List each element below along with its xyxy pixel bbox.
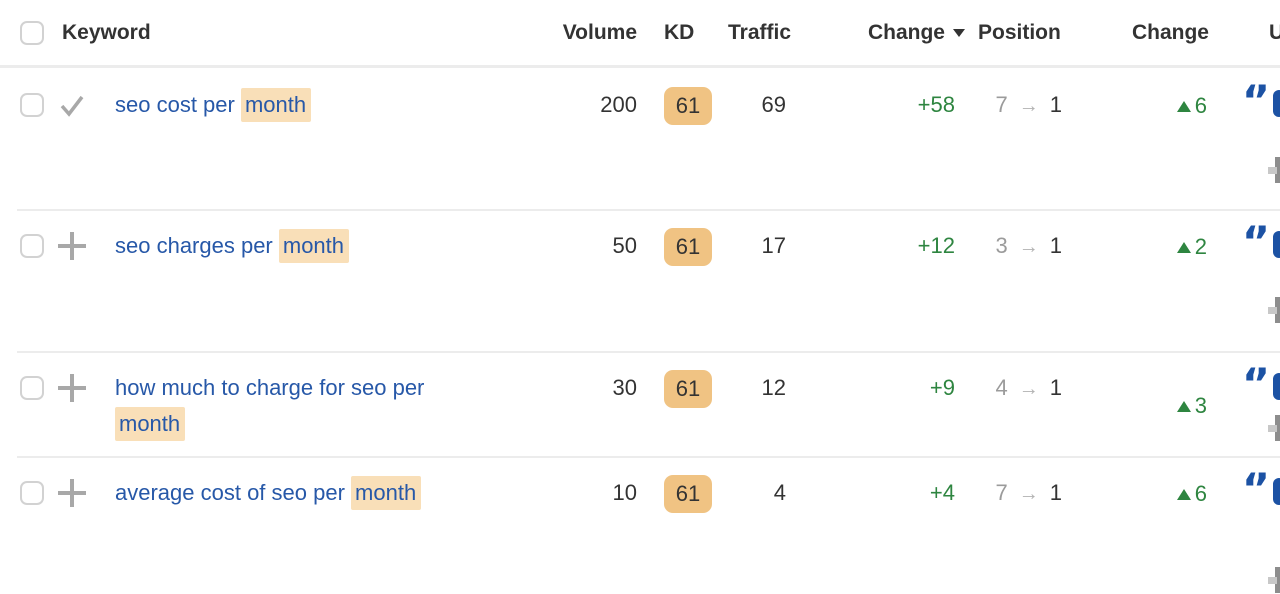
position-change-cell: 3	[1085, 370, 1210, 442]
position-cell: 7 → 1	[970, 475, 1085, 513]
table-row: how much to charge for seo per month 30 …	[0, 351, 1280, 456]
table-row: seo cost per month 200 61 69 +58 7 → 1 6…	[0, 68, 1280, 209]
quote-icon[interactable]: ‘’	[1242, 464, 1270, 513]
quote-icon[interactable]: ‘’	[1242, 359, 1270, 408]
traffic-change-value: +12	[917, 233, 955, 258]
header-checkbox-cell	[20, 18, 44, 65]
keyword-highlight: month	[278, 229, 350, 263]
row-checkbox[interactable]	[20, 376, 44, 400]
column-header-volume[interactable]: Volume	[562, 21, 637, 44]
add-plus-icon[interactable]	[58, 479, 86, 507]
added-check-icon[interactable]	[57, 91, 87, 125]
keyword-link[interactable]: seo cost per month	[115, 88, 312, 122]
keyword-link[interactable]: how much to charge for seo per month	[115, 375, 424, 441]
position-cell: 3 → 1	[970, 228, 1085, 266]
traffic-value: 69	[761, 92, 786, 117]
position-to: 1	[1049, 480, 1062, 505]
position-from: 7	[995, 480, 1008, 505]
table-header: Keyword Volume KD Traffic Change Positio…	[0, 0, 1280, 68]
position-arrow-icon: →	[1018, 483, 1039, 505]
serp-button-partial-icon[interactable]	[1273, 90, 1280, 117]
volume-value: 50	[612, 233, 637, 258]
keyword-highlight: month	[115, 407, 186, 441]
select-all-checkbox[interactable]	[20, 21, 44, 45]
position-to: 1	[1049, 233, 1062, 258]
position-to: 1	[1049, 375, 1062, 400]
keyword-highlight: month	[240, 88, 312, 122]
keyword-link[interactable]: seo charges per month	[115, 229, 350, 263]
position-change-value: 6	[1194, 481, 1207, 506]
column-header-position[interactable]: Position	[978, 21, 1061, 44]
position-cell: 4 → 1	[970, 370, 1085, 442]
table-row: average cost of seo per month 10 61 4 +4…	[0, 456, 1280, 594]
serp-button-partial-icon[interactable]	[1273, 478, 1280, 505]
add-plus-icon[interactable]	[58, 374, 86, 402]
position-change-cell: 6	[1085, 87, 1210, 125]
rank-up-icon	[1176, 400, 1191, 412]
position-change-cell: 6	[1085, 475, 1210, 513]
traffic-value: 17	[761, 233, 786, 258]
traffic-change-value: +4	[929, 480, 955, 505]
column-header-keyword[interactable]: Keyword	[62, 21, 151, 44]
position-from: 7	[995, 92, 1008, 117]
position-arrow-icon: →	[1018, 378, 1039, 400]
rank-up-icon	[1176, 241, 1191, 253]
row-checkbox[interactable]	[20, 481, 44, 505]
serp-feature-partial-icon[interactable]	[1268, 157, 1280, 183]
keyword-text: how much to charge for seo per	[115, 375, 425, 400]
row-checkbox[interactable]	[20, 93, 44, 117]
column-header-change-position[interactable]: Change	[1131, 21, 1209, 44]
table-row: seo charges per month 50 61 17 +12 3 → 1…	[0, 209, 1280, 351]
volume-value: 200	[600, 92, 637, 117]
serp-button-partial-icon[interactable]	[1273, 373, 1280, 400]
volume-value: 30	[612, 375, 637, 400]
traffic-value: 4	[773, 480, 786, 505]
column-header-change-traffic[interactable]: Change	[790, 18, 970, 65]
position-cell: 7 → 1	[970, 87, 1085, 125]
rank-up-icon	[1176, 488, 1191, 500]
volume-value: 10	[612, 480, 637, 505]
position-change-value: 3	[1194, 393, 1207, 418]
traffic-value: 12	[761, 375, 786, 400]
position-from: 4	[995, 375, 1008, 400]
traffic-change-value: +9	[929, 375, 955, 400]
keyword-text: seo charges per	[115, 233, 279, 258]
add-plus-icon[interactable]	[58, 232, 86, 260]
rank-up-icon	[1176, 100, 1191, 112]
sort-desc-icon	[953, 29, 965, 37]
column-header-traffic[interactable]: Traffic	[728, 21, 792, 44]
position-from: 3	[995, 233, 1008, 258]
position-change-cell: 2	[1085, 228, 1210, 266]
row-checkbox[interactable]	[20, 234, 44, 258]
traffic-change-value: +58	[917, 92, 955, 117]
kd-badge: 61	[664, 87, 712, 125]
keyword-text: seo cost per	[115, 92, 241, 117]
column-header-kd[interactable]: KD	[664, 21, 695, 44]
keyword-highlight: month	[351, 476, 422, 510]
serp-feature-partial-icon[interactable]	[1268, 415, 1280, 441]
position-change-value: 6	[1194, 93, 1207, 118]
kd-badge: 61	[664, 475, 712, 513]
quote-icon[interactable]: ‘’	[1242, 76, 1270, 125]
keyword-text: average cost of seo per	[115, 480, 352, 505]
quote-icon[interactable]: ‘’	[1242, 217, 1270, 266]
position-arrow-icon: →	[1018, 236, 1039, 258]
kd-badge: 61	[664, 228, 712, 266]
position-to: 1	[1049, 92, 1062, 117]
keyword-link[interactable]: average cost of seo per month	[115, 476, 422, 510]
position-change-value: 2	[1194, 234, 1207, 259]
column-header-updated-partial[interactable]: U	[1269, 21, 1280, 44]
serp-button-partial-icon[interactable]	[1273, 231, 1280, 258]
serp-feature-partial-icon[interactable]	[1268, 297, 1280, 323]
serp-feature-partial-icon[interactable]	[1268, 567, 1280, 593]
column-header-change-traffic-label: Change	[867, 21, 945, 44]
kd-badge: 61	[664, 370, 712, 408]
position-arrow-icon: →	[1018, 95, 1039, 117]
